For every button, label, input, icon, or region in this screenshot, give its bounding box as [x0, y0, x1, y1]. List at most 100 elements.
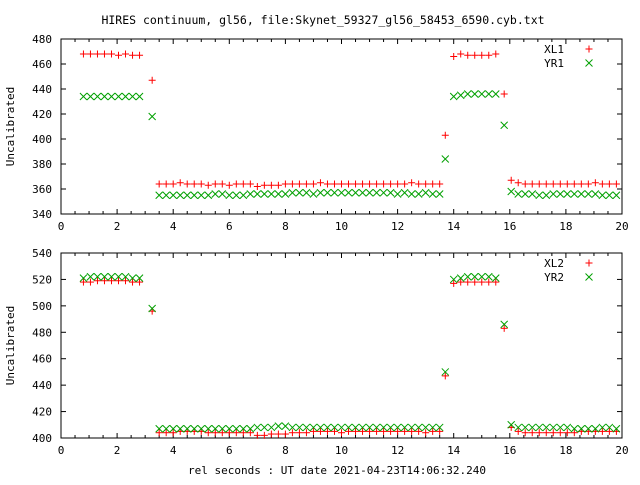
cross-b	[563, 190, 572, 198]
cross-b	[176, 424, 185, 433]
data-point-xl2	[401, 427, 409, 435]
cross-b	[218, 424, 227, 433]
data-point-xl1	[267, 181, 275, 189]
y-axis-label: Uncalibrated	[4, 306, 17, 385]
cross-b	[591, 190, 600, 198]
cross-b	[542, 423, 551, 432]
x-tick-label: 2	[114, 220, 121, 233]
data-point-xl2	[274, 430, 282, 438]
data-point-yr1	[612, 191, 621, 200]
cross-b	[197, 191, 206, 200]
data-point-yr1	[570, 190, 579, 198]
data-point-xl2	[429, 427, 437, 435]
cross-b	[414, 423, 423, 432]
data-point-yr1	[463, 90, 472, 98]
figure-title: HIRES continuum, gl56, file:Skynet_59327…	[101, 13, 544, 27]
data-point-xl1	[93, 50, 101, 58]
data-point-xl1	[197, 180, 205, 188]
data-point-yr2	[372, 423, 381, 432]
data-point-xl2	[556, 429, 564, 437]
data-point-yr1	[421, 188, 430, 197]
data-point-xl1	[387, 180, 395, 188]
cross-b	[260, 190, 269, 198]
cross-b	[330, 188, 339, 197]
cross-b	[591, 424, 600, 433]
y-tick-label: 420	[32, 406, 52, 419]
plot-frame	[60, 252, 623, 439]
data-point-yr1	[225, 191, 234, 200]
data-point-yr1	[358, 188, 367, 197]
data-point-xl1	[556, 180, 564, 188]
cross-b	[162, 191, 171, 200]
data-point-xl2	[478, 278, 486, 286]
data-point-yr2	[542, 423, 551, 432]
data-point-xl1	[155, 180, 163, 188]
data-point-xl2	[492, 278, 500, 286]
data-point-xl2	[366, 427, 374, 435]
data-point-xl1	[309, 180, 317, 188]
data-point-xl1	[408, 179, 416, 187]
data-point-xl2	[309, 427, 317, 435]
cross-b	[372, 423, 381, 432]
data-point-xl2	[302, 429, 310, 437]
cross-b	[246, 424, 255, 433]
cross-b	[407, 190, 416, 198]
data-point-yr2	[148, 304, 157, 313]
data-point-xl2	[570, 429, 578, 437]
data-point-xl1	[225, 181, 233, 189]
data-point-xl1	[591, 179, 599, 187]
data-point-yr2	[598, 423, 607, 432]
data-point-yr1	[204, 191, 213, 200]
cross-b	[204, 424, 213, 433]
data-point-xl2	[408, 427, 416, 435]
data-point-xl1	[323, 180, 331, 188]
y-axis-label: Uncalibrated	[4, 87, 17, 166]
data-point-xl2	[316, 427, 324, 435]
data-point-xl1	[232, 180, 240, 188]
data-point-yr2	[463, 272, 472, 281]
data-point-xl2	[267, 430, 275, 438]
data-point-xl1	[436, 180, 444, 188]
cross-b	[379, 188, 388, 197]
data-point-xl2	[225, 429, 233, 437]
data-point-xl1	[169, 180, 177, 188]
cross-b	[246, 190, 255, 198]
data-point-xl1	[598, 180, 606, 188]
data-point-yr1	[535, 191, 544, 200]
data-point-xl1	[218, 180, 226, 188]
data-point-yr1	[190, 191, 199, 200]
cross-b	[421, 188, 430, 197]
cross-b	[197, 424, 206, 433]
data-point-xl1	[239, 180, 247, 188]
data-point-xl1	[136, 51, 144, 59]
data-point-xl1	[429, 180, 437, 188]
cross-b	[521, 423, 530, 432]
cross-b	[500, 320, 509, 329]
cross-b	[121, 272, 130, 281]
cross-b	[570, 190, 579, 198]
data-point-yr1	[556, 190, 565, 198]
data-point-yr2	[528, 423, 537, 432]
data-point-xl1	[394, 180, 402, 188]
cross-b	[484, 272, 493, 281]
data-point-yr1	[528, 190, 537, 198]
data-point-xl2	[129, 278, 137, 286]
data-point-yr2	[507, 420, 516, 429]
cross-b	[507, 420, 516, 429]
data-point-yr2	[225, 424, 234, 433]
data-point-xl1	[288, 180, 296, 188]
top-panel: 0 2 4 6 8 10 12 14 16 18 20 340 360 380 400 420 440 460 48…	[4, 33, 629, 233]
data-point-yr1	[365, 188, 374, 197]
data-point-xl2	[450, 279, 458, 287]
data-point-yr2	[514, 423, 523, 432]
cross-b	[232, 424, 241, 433]
data-point-xl2	[415, 427, 423, 435]
cross-b	[393, 190, 402, 198]
data-point-xl1	[345, 180, 353, 188]
x-tick-label: 6	[226, 220, 233, 233]
data-point-yr1	[577, 190, 586, 198]
data-point-yr2	[86, 272, 95, 281]
cross-b	[169, 191, 178, 200]
cross-b	[435, 423, 444, 432]
data-point-yr1	[344, 188, 353, 197]
